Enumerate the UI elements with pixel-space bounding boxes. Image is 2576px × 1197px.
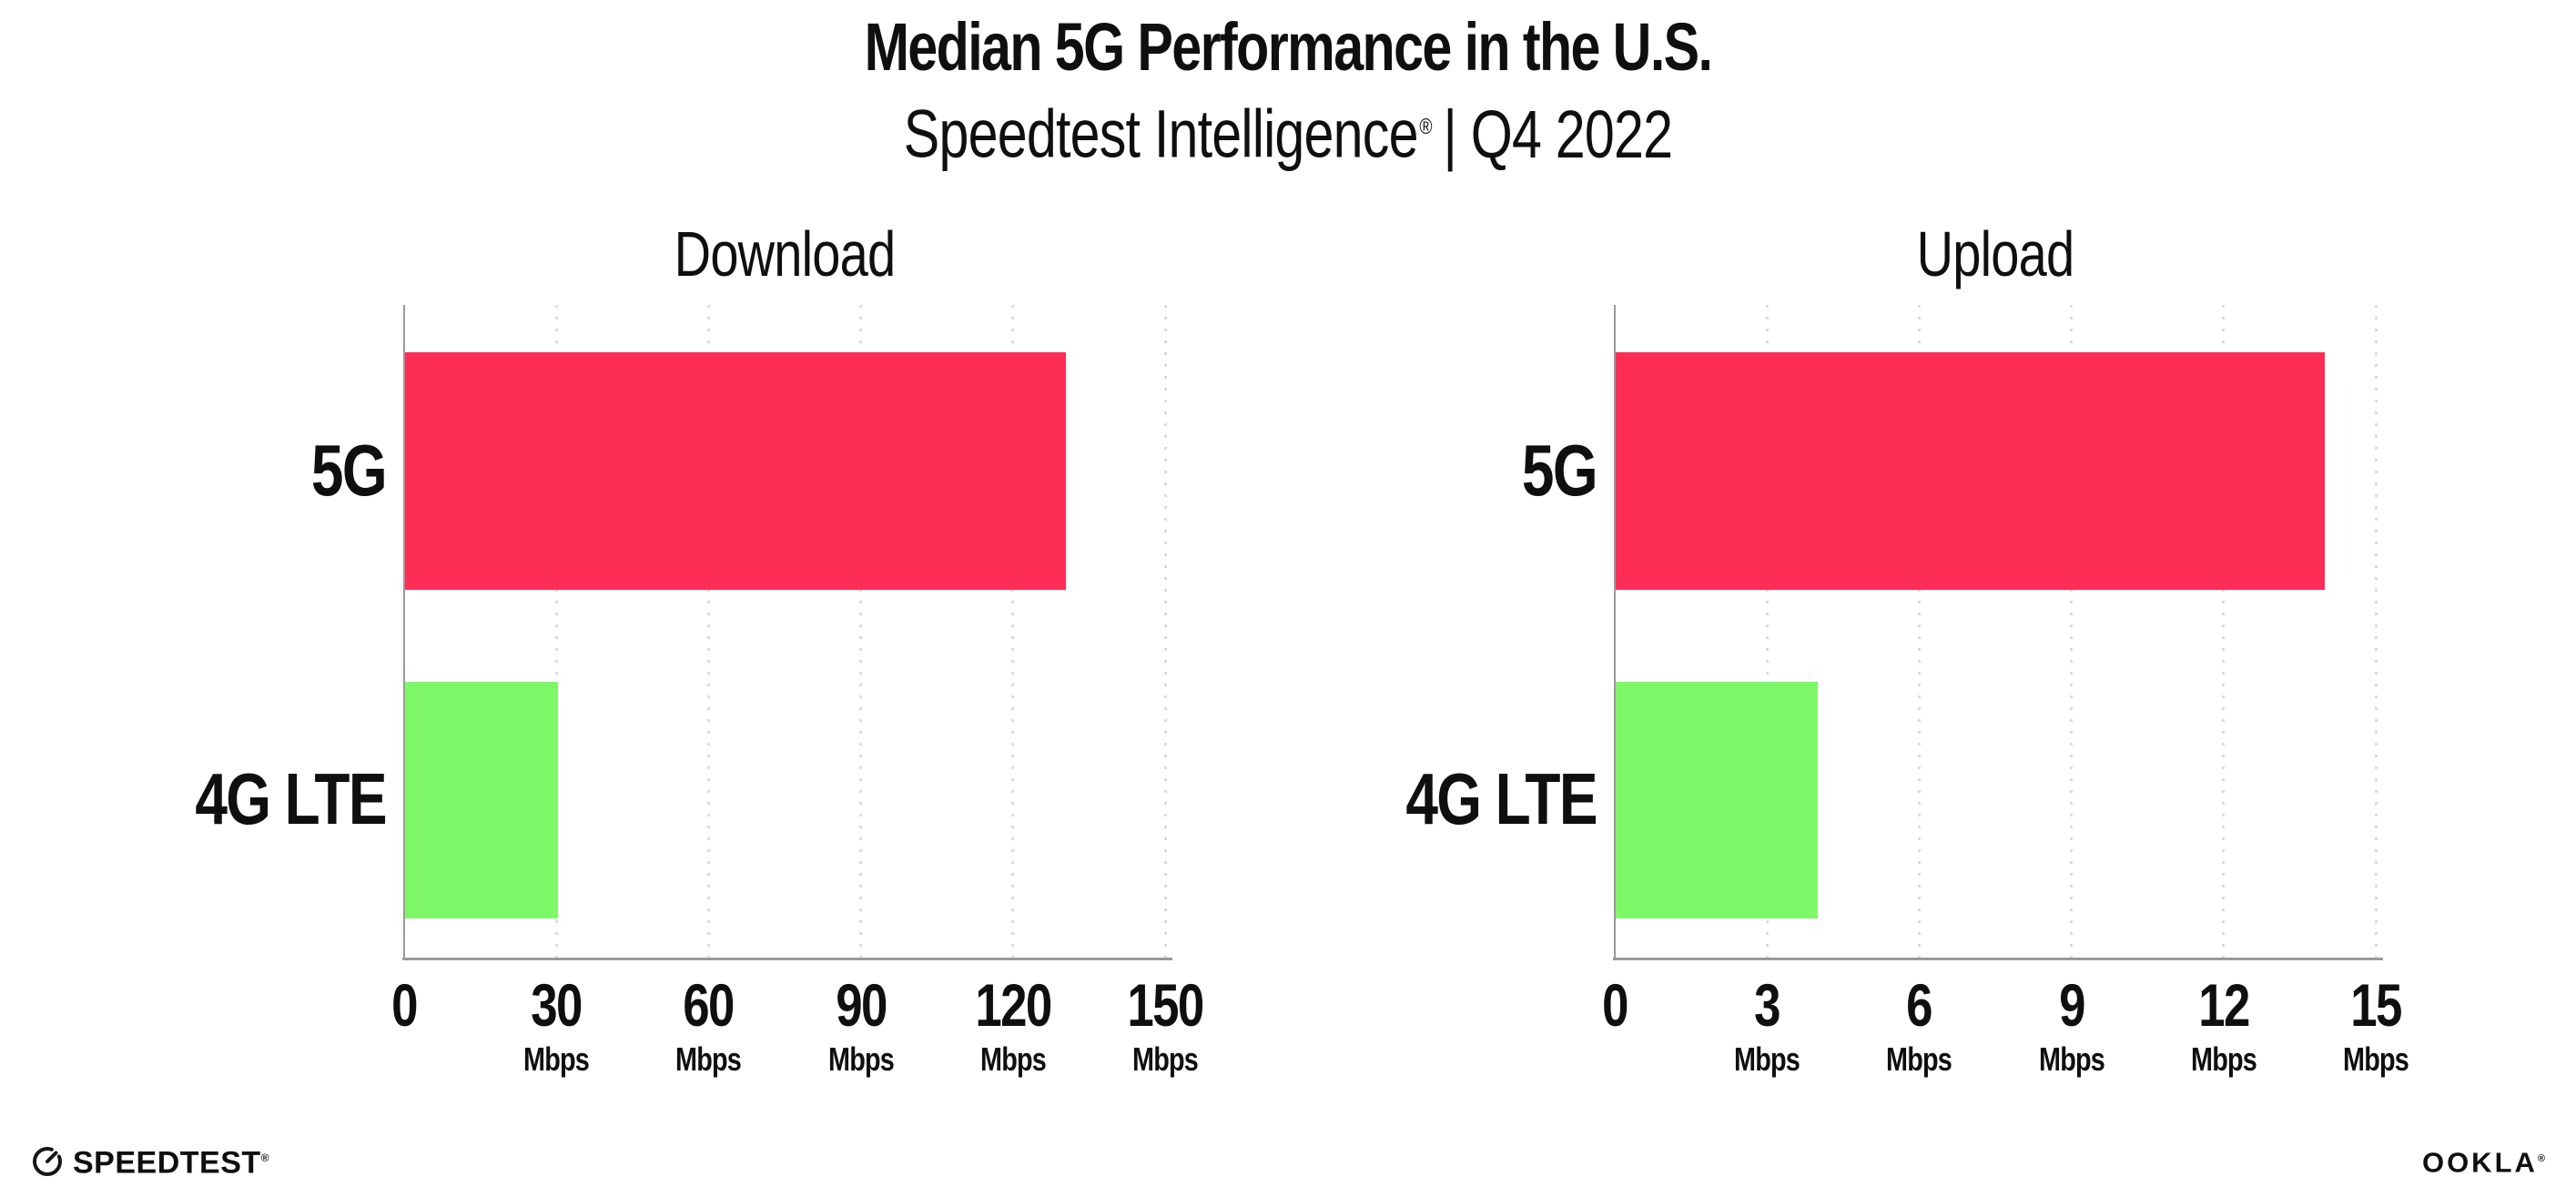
gridline xyxy=(2222,305,2226,959)
subtitle-period: | Q4 2022 xyxy=(1443,96,1673,172)
x-tick-label: 60 xyxy=(683,971,735,1039)
x-tick-unit: Mbps xyxy=(523,1040,590,1078)
gridline xyxy=(2374,305,2378,959)
x-tick-unit: Mbps xyxy=(979,1040,1047,1078)
bar-5g-upload xyxy=(1615,352,2326,590)
gridline xyxy=(1011,305,1015,959)
speedtest-logo: SPEEDTEST® xyxy=(30,1140,269,1181)
x-tick-label: 90 xyxy=(835,971,887,1039)
registered-trademark-icon: ® xyxy=(2537,1153,2545,1164)
x-tick-label: 12 xyxy=(2198,971,2250,1039)
x-tick-unit: Mbps xyxy=(2190,1040,2257,1078)
bar-4g-lte-download xyxy=(404,682,558,918)
x-axis-line xyxy=(1613,958,2383,960)
x-axis-line xyxy=(402,958,1172,960)
y-axis-line xyxy=(403,305,405,959)
x-tick-label: 150 xyxy=(1127,971,1204,1039)
x-tick-unit: Mbps xyxy=(1886,1040,1952,1078)
gridline xyxy=(1163,305,1167,959)
x-tick-unit: Mbps xyxy=(1734,1040,1800,1078)
x-tick-unit: Mbps xyxy=(827,1040,895,1078)
ookla-logo: OOKLA® xyxy=(2422,1143,2545,1178)
page-title: Median 5G Performance in the U.S. xyxy=(864,9,1713,85)
gridline xyxy=(1765,305,1769,959)
x-tick-unit: Mbps xyxy=(1132,1040,1199,1078)
category-label-5g: 5G xyxy=(310,430,388,511)
plot-area-upload xyxy=(1613,305,2383,960)
gridline xyxy=(859,305,863,959)
x-tick-label: 9 xyxy=(2058,971,2085,1039)
registered-trademark-icon: ® xyxy=(1419,115,1432,139)
upload-chart-panel: Upload 5G 4G LTE 0 3 Mbps 6 Mbps 9 Mbps 12 Mbps 1… xyxy=(1405,0,2409,1197)
plot-area-download xyxy=(402,305,1172,960)
subtitle-brand: Speedtest Intelligence xyxy=(903,96,1419,172)
download-chart-panel: Download 5G 4G LTE 0 30 Mbps 60 Mbps 90 Mbps 12… xyxy=(195,0,1204,1197)
x-tick-unit: Mbps xyxy=(2343,1040,2409,1078)
gridline xyxy=(1917,305,1921,959)
page-subtitle: Speedtest Intelligence® | Q4 2022 xyxy=(258,89,2318,173)
speedtest-gauge-icon xyxy=(33,1146,62,1176)
chart-title-upload: Upload xyxy=(1916,218,2074,289)
gridline xyxy=(2070,305,2074,959)
ookla-label: OOKLA xyxy=(2421,1146,2538,1179)
y-axis-line xyxy=(1614,305,1616,959)
x-tick-label: 120 xyxy=(975,971,1052,1039)
registered-trademark-icon: ® xyxy=(260,1151,270,1164)
gridline xyxy=(554,305,558,959)
x-tick-label: 15 xyxy=(2350,971,2402,1039)
gridlines xyxy=(1615,305,2378,959)
bar-4g-lte-upload xyxy=(1615,682,1818,918)
x-tick-label: 30 xyxy=(531,971,583,1039)
x-tick-unit: Mbps xyxy=(675,1040,742,1078)
x-tick-unit: Mbps xyxy=(2038,1040,2105,1078)
x-tick-label: 0 xyxy=(1602,971,1628,1039)
chart-title-download: Download xyxy=(674,218,896,289)
gridlines xyxy=(404,305,1167,959)
category-label-4g-lte: 4G LTE xyxy=(1405,758,1597,839)
category-label-4g-lte: 4G LTE xyxy=(195,758,387,839)
x-tick-label: 3 xyxy=(1754,971,1780,1039)
category-label-5g: 5G xyxy=(1521,430,1598,511)
speedtest-label: SPEEDTEST xyxy=(73,1145,261,1181)
x-tick-label: 6 xyxy=(1906,971,1933,1039)
gridline xyxy=(706,305,710,959)
bar-5g-download xyxy=(404,352,1066,590)
x-tick-label: 0 xyxy=(391,971,418,1039)
speedtest-wordmark: SPEEDTEST® xyxy=(73,1140,269,1181)
